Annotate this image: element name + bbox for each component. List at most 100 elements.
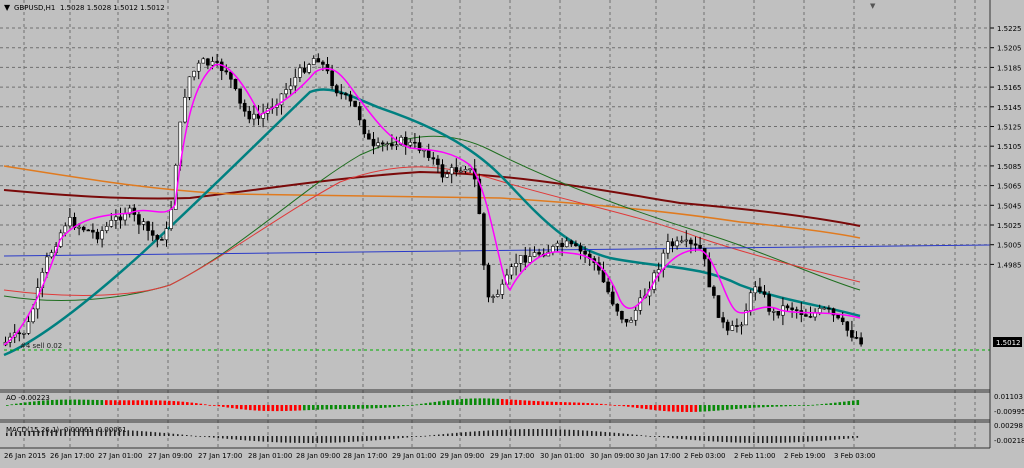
macd-bar xyxy=(109,429,112,436)
time-tick-label: 2 Feb 19:00 xyxy=(784,452,825,460)
candle-body xyxy=(624,318,629,323)
macd-bar xyxy=(744,436,746,443)
ao-bar xyxy=(294,405,297,411)
candle-body xyxy=(141,221,146,225)
ao-bar xyxy=(591,403,594,405)
ao-bar xyxy=(469,398,473,405)
macd-bar xyxy=(501,429,503,436)
price-axis: 1.5225 1.5205 1.5185 1.5165 1.5145 1.5125 1.51… xyxy=(990,25,1022,269)
macd-bar xyxy=(388,436,391,440)
price-tick-label: 1.5005 xyxy=(997,242,1022,250)
candle-body xyxy=(95,231,100,240)
macd-bar xyxy=(271,436,274,443)
macd-bar xyxy=(460,432,463,436)
macd-bar xyxy=(361,436,364,442)
macd-bar xyxy=(604,431,607,436)
candle-body xyxy=(615,303,620,312)
candle-body xyxy=(491,296,495,298)
price-tick-label: 1.5045 xyxy=(997,202,1022,210)
macd-bar xyxy=(843,436,845,439)
candle-body xyxy=(477,178,482,215)
ao-bar xyxy=(447,400,450,405)
ao-bar xyxy=(37,400,41,405)
macd-bar xyxy=(397,436,400,439)
macd-bar xyxy=(312,436,314,443)
candle-body xyxy=(827,307,831,310)
candle-body xyxy=(187,76,192,98)
macd-bar xyxy=(582,430,584,436)
ao-bar xyxy=(393,405,396,408)
ao-bar xyxy=(465,398,468,405)
ao-bar xyxy=(744,405,747,409)
macd-bar xyxy=(631,434,634,436)
candle-body xyxy=(656,269,661,274)
macd-bar xyxy=(420,436,422,437)
ao-bar xyxy=(663,405,666,412)
macd-bar xyxy=(366,436,368,441)
candle-body xyxy=(288,85,293,90)
candle-body xyxy=(233,78,238,90)
macd-bar xyxy=(69,429,71,436)
macd-bar xyxy=(649,436,652,437)
macd-bar xyxy=(114,429,116,436)
candle-body xyxy=(413,141,417,144)
candle-body xyxy=(762,291,767,295)
candle-body xyxy=(215,61,219,63)
macd-bar xyxy=(343,436,346,443)
candle-body xyxy=(633,310,638,321)
candle-body xyxy=(495,294,500,297)
ao-bar xyxy=(69,399,72,405)
macd-scale-bottom: -0.00218 xyxy=(994,437,1024,445)
ma-fast-line xyxy=(3,63,861,346)
macd-bar xyxy=(496,430,499,436)
ao-bar xyxy=(474,398,477,405)
ao-bar xyxy=(370,405,374,409)
macd-bar xyxy=(334,436,337,443)
ao-bar xyxy=(258,405,261,411)
ao-bar xyxy=(330,405,333,410)
macd-bar xyxy=(258,436,260,442)
ao-bar xyxy=(159,400,162,405)
macd-bar xyxy=(793,436,796,443)
chart-dropdown-icon[interactable]: ▼ xyxy=(4,3,11,12)
ao-bar xyxy=(789,405,792,407)
macd-bar xyxy=(811,436,814,442)
ao-bar xyxy=(843,401,846,405)
ao-bar xyxy=(739,405,743,409)
macd-bar xyxy=(523,429,526,436)
macd-bar xyxy=(735,436,737,443)
ao-bar xyxy=(460,399,464,405)
ao-bar xyxy=(505,399,509,405)
ao-bar xyxy=(397,405,401,407)
ao-bar xyxy=(600,403,603,405)
macd-bar xyxy=(703,436,706,441)
macd-bar xyxy=(640,435,643,437)
ao-bar xyxy=(847,401,851,405)
macd-bar xyxy=(159,432,161,436)
candle-body xyxy=(399,136,403,145)
ao-bar xyxy=(604,404,608,406)
candle-body xyxy=(555,242,560,247)
shift-marker-icon[interactable]: ▼ xyxy=(870,2,876,10)
macd-bar xyxy=(231,436,233,440)
macd-bar xyxy=(51,429,53,436)
ao-bar xyxy=(627,405,630,407)
candle-body xyxy=(123,213,127,221)
ao-bar xyxy=(51,399,54,405)
ao-bar xyxy=(186,402,189,405)
candle-body xyxy=(127,207,132,215)
candle-body xyxy=(284,89,288,95)
ao-bar xyxy=(100,400,104,405)
ao-bar xyxy=(429,402,432,405)
ao-bar xyxy=(352,405,356,409)
candle-body xyxy=(146,221,150,231)
time-tick-label: 30 Jan 09:00 xyxy=(590,452,634,460)
price-tick-label: 1.5025 xyxy=(997,222,1022,230)
candle-body xyxy=(196,62,201,72)
candle-body xyxy=(137,214,141,225)
ao-bar xyxy=(123,400,126,405)
time-tick-label: 28 Jan 09:00 xyxy=(296,452,340,460)
candle-body xyxy=(850,330,854,338)
